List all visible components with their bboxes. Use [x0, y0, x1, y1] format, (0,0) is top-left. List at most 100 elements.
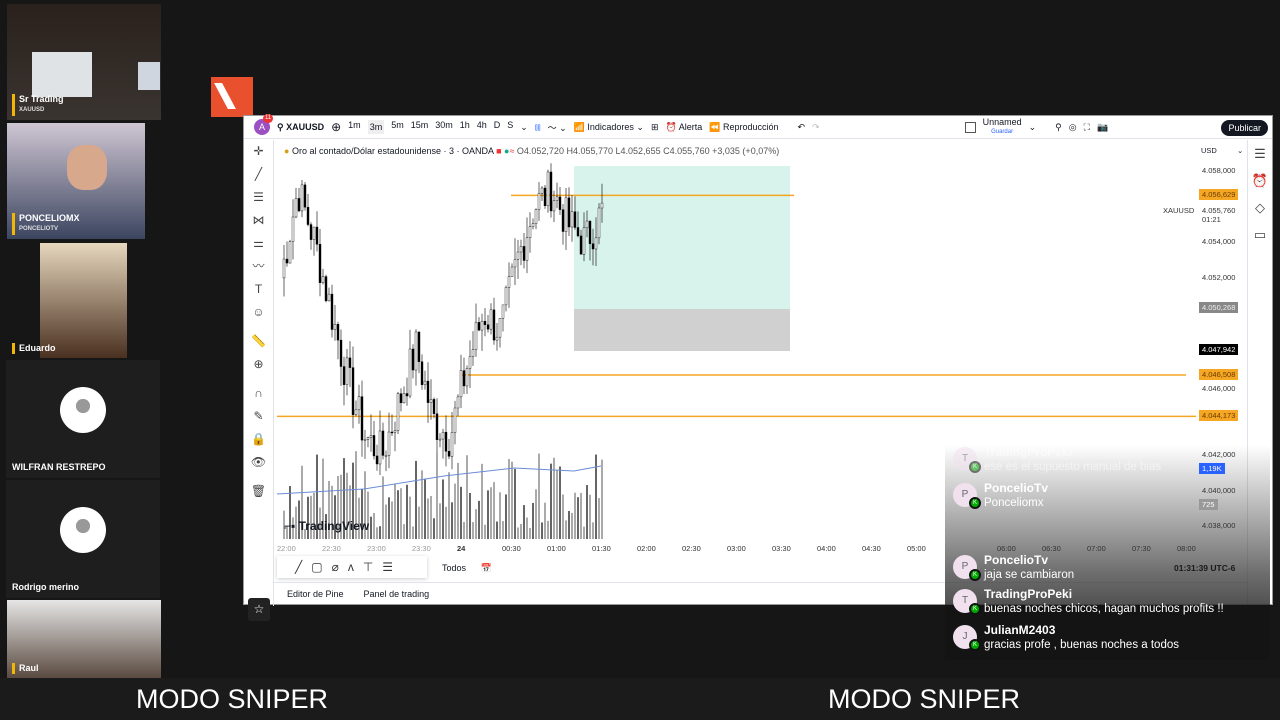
- volume-bar: [478, 500, 480, 539]
- eye-icon[interactable]: 👁: [250, 455, 267, 469]
- chevron-down-icon[interactable]: ⌄: [1028, 121, 1037, 132]
- candle: [354, 409, 358, 415]
- tab-trading-panel[interactable]: Panel de trading: [363, 588, 430, 599]
- favorites-star-icon[interactable]: ☆: [248, 598, 270, 621]
- candles-icon[interactable]: ⫾⫾: [534, 121, 541, 132]
- candle: [336, 324, 340, 341]
- templates-icon[interactable]: ⊞: [650, 121, 659, 132]
- settings-icon[interactable]: ◎: [1068, 121, 1077, 132]
- chat-username[interactable]: TradingProPeki: [984, 587, 1073, 601]
- polyline-tool-icon[interactable]: ʌ: [347, 560, 354, 574]
- volume-bar: [385, 504, 387, 539]
- candle: [303, 184, 307, 208]
- symbol-search[interactable]: ⚲ XAUUSD: [277, 121, 325, 132]
- candle: [378, 430, 382, 465]
- price-range-icon[interactable]: ⊤: [362, 560, 374, 574]
- candle: [294, 198, 298, 218]
- emoji-icon[interactable]: ☺: [252, 305, 265, 319]
- volume-bar: [418, 506, 420, 539]
- replay-icon: ⏪: [709, 121, 723, 132]
- range-all[interactable]: Todos: [442, 563, 467, 573]
- interval-5m[interactable]: 5m: [391, 120, 404, 130]
- volume-bar: [361, 488, 363, 539]
- candle: [306, 206, 310, 225]
- countdown: 01:21: [1202, 214, 1221, 224]
- redo-icon[interactable]: ↷: [812, 121, 820, 132]
- chat-username[interactable]: PoncelioTv: [984, 481, 1049, 495]
- trash-icon[interactable]: 🗑: [250, 484, 267, 498]
- magnet-icon[interactable]: ∩: [254, 386, 263, 400]
- date-range-icon[interactable]: 📅: [480, 563, 492, 573]
- volume-bar: [487, 490, 489, 539]
- tradingview-window: A 11 ⚲ XAUUSD ⊕ 1m 3m 5m 15m 30m 1h 4h D S ⌄ ⫾⫾ 〜…: [243, 114, 1274, 621]
- user-avatar[interactable]: A 11: [254, 114, 274, 135]
- rect-tool-icon[interactable]: ▢: [311, 560, 323, 574]
- interval-S[interactable]: S: [507, 120, 514, 130]
- layout-checkbox[interactable]: [964, 121, 976, 133]
- ruler-icon[interactable]: 📏: [251, 334, 266, 348]
- volume-bar: [508, 459, 510, 539]
- interval-30m[interactable]: 30m: [435, 120, 453, 130]
- zoom-icon[interactable]: ⊕: [253, 357, 264, 371]
- layout-name[interactable]: Unnamed Guardar: [982, 117, 1022, 136]
- lock-icon[interactable]: 🔒: [251, 432, 266, 446]
- candle: [522, 246, 526, 261]
- layers-icon[interactable]: ◇: [1255, 200, 1265, 215]
- volume-bar: [460, 486, 462, 539]
- projection-icon[interactable]: ⚌: [253, 236, 264, 250]
- trendline-icon[interactable]: ╱: [254, 167, 263, 181]
- candle: [318, 244, 322, 283]
- lines-tool-icon[interactable]: ☰: [382, 560, 394, 574]
- volume-bar: [301, 465, 303, 539]
- alarm-icon: ⏰: [665, 121, 679, 132]
- chevron-down-icon[interactable]: ⌄: [520, 121, 528, 132]
- tab-pine-editor[interactable]: Editor de Pine: [287, 588, 344, 599]
- candle: [489, 309, 493, 330]
- candle: [405, 393, 409, 397]
- text-icon[interactable]: T: [254, 282, 263, 296]
- price-chart[interactable]: [244, 116, 1274, 606]
- lock-drawing-icon[interactable]: ✎: [253, 409, 264, 423]
- interval-15m[interactable]: 15m: [410, 120, 429, 130]
- chat-icon[interactable]: ▭: [1253, 227, 1267, 242]
- watchlist-icon[interactable]: ☰: [1254, 146, 1266, 161]
- fullscreen-icon[interactable]: ⛶: [1083, 121, 1090, 132]
- interval-D[interactable]: D: [493, 120, 501, 130]
- time-tick: 22:00: [277, 544, 296, 553]
- path-tool-icon[interactable]: ⌀: [331, 560, 339, 574]
- symbol-title[interactable]: Oro al contado/Dólar estadounidense · 3 …: [291, 146, 494, 156]
- candle: [447, 451, 451, 457]
- line-chart-icon[interactable]: 〜 ⌄: [547, 122, 567, 133]
- camera-icon[interactable]: 📷: [1096, 121, 1109, 132]
- alarm-clock-icon[interactable]: ⏰: [1251, 173, 1269, 188]
- chat-username[interactable]: TradingProPeki: [984, 445, 1073, 459]
- add-symbol-icon[interactable]: ⊕: [331, 120, 342, 134]
- candle: [327, 293, 331, 302]
- chat-username[interactable]: JulianM2403: [984, 623, 1056, 637]
- time-tick: 08:00: [1177, 544, 1196, 553]
- chat-username[interactable]: PoncelioTv: [984, 553, 1049, 567]
- brush-icon[interactable]: 〰: [252, 259, 265, 273]
- candle: [516, 251, 520, 260]
- candle: [597, 207, 601, 239]
- volume-bar: [316, 454, 318, 539]
- interval-4h[interactable]: 4h: [476, 120, 487, 130]
- indicators-button[interactable]: 📶 Indicadores ⌄: [573, 121, 644, 132]
- volume-bar: [550, 463, 552, 539]
- fib-icon[interactable]: ☰: [253, 190, 264, 204]
- currency-select[interactable]: USD ⌄: [1201, 146, 1244, 155]
- interval-1m[interactable]: 1m: [348, 120, 361, 130]
- undo-icon[interactable]: ↶: [797, 121, 806, 132]
- interval-3m[interactable]: 3m: [367, 120, 385, 134]
- pattern-icon[interactable]: ⋈: [252, 213, 265, 227]
- line-tool-icon[interactable]: ╱: [295, 560, 303, 574]
- volume-bar: [601, 459, 603, 539]
- quick-search-icon[interactable]: ⚲: [1055, 121, 1062, 132]
- replay-button[interactable]: ⏪ Reproducción: [709, 121, 779, 132]
- crosshair-icon[interactable]: ✛: [253, 144, 264, 158]
- range-selector: Todos 📅: [442, 563, 492, 574]
- alert-button[interactable]: ⏰ Alerta: [665, 121, 703, 132]
- publish-button[interactable]: Publicar: [1221, 120, 1268, 136]
- volume-bar: [529, 527, 531, 539]
- interval-1h[interactable]: 1h: [459, 120, 470, 130]
